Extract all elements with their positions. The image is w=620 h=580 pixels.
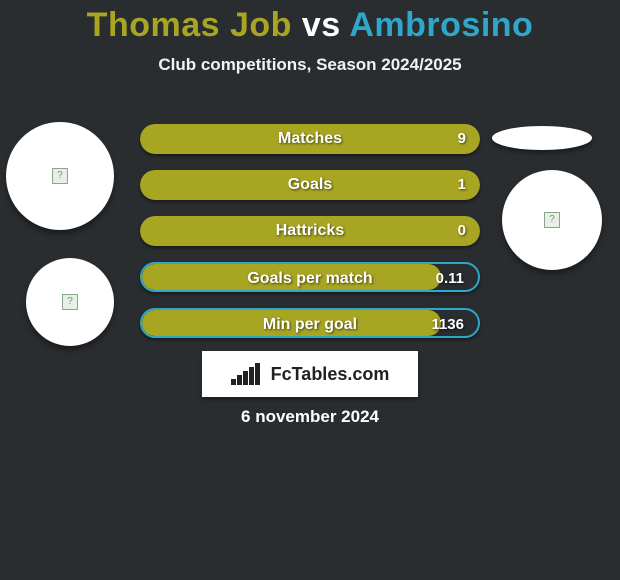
page-title: Thomas Job vs Ambrosino [0, 0, 620, 45]
stat-value-right: 0.11 [436, 264, 464, 292]
title-right: Ambrosino [349, 6, 533, 44]
stat-label: Matches [140, 124, 480, 154]
stat-value-right: 1136 [431, 310, 464, 338]
stat-value-right: 9 [458, 124, 466, 154]
stat-row: Goals per match0.11 [140, 262, 480, 292]
date-line: 6 november 2024 [0, 407, 620, 427]
stat-row: Matches9 [140, 124, 480, 154]
infographic-container: Thomas Job vs Ambrosino Club competition… [0, 0, 620, 580]
stat-value-right: 0 [458, 216, 466, 246]
decorative-ellipse [492, 126, 592, 150]
stat-label: Hattricks [140, 216, 480, 246]
title-vs: vs [292, 6, 349, 44]
stat-label: Goals [140, 170, 480, 200]
player-avatar-left-1: ? [6, 122, 114, 230]
stat-row: Goals1 [140, 170, 480, 200]
stat-value-right: 1 [458, 170, 466, 200]
stat-row: Min per goal1136 [140, 308, 480, 338]
player-avatar-left-2: ? [26, 258, 114, 346]
subtitle: Club competitions, Season 2024/2025 [0, 55, 620, 75]
broken-image-icon: ? [52, 168, 68, 184]
broken-image-icon: ? [62, 294, 78, 310]
broken-image-icon: ? [544, 212, 560, 228]
stat-label: Goals per match [142, 264, 478, 292]
stat-label: Min per goal [142, 310, 478, 338]
player-avatar-right: ? [502, 170, 602, 270]
stat-row: Hattricks0 [140, 216, 480, 246]
brand-badge: FcTables.com [202, 351, 418, 397]
title-left: Thomas Job [87, 6, 292, 44]
bars-chart-icon [231, 363, 265, 385]
stats-panel: Matches9Goals1Hattricks0Goals per match0… [140, 124, 480, 354]
brand-text: FcTables.com [271, 364, 390, 385]
